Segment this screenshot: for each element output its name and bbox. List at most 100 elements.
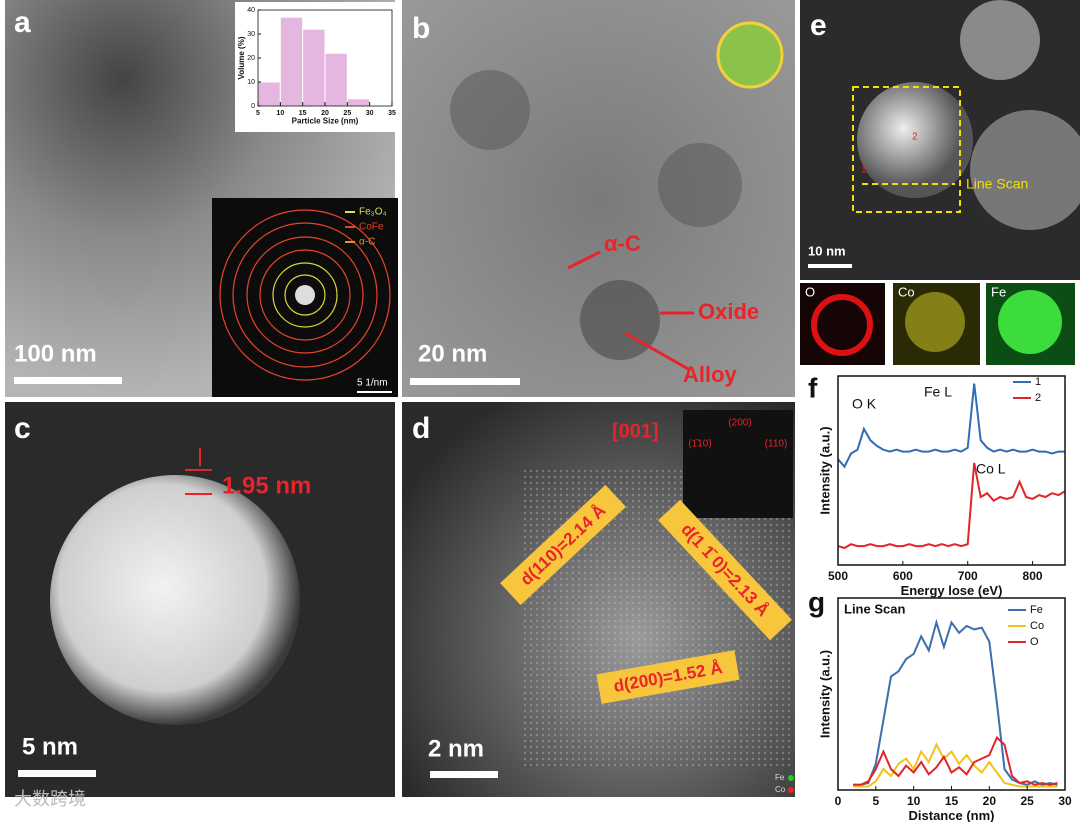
x-tick-label: 0 [835,794,842,808]
lattice [520,470,790,770]
y-tick-label: 30 [247,31,255,38]
map-label: Co [898,284,915,299]
series-line [837,383,1065,469]
panel-e: Line Scan 1 2 e 10 nm O Co Fe [800,0,1080,365]
annotation: [001] [612,420,659,442]
atom-dot [788,775,794,781]
bar [346,98,371,107]
saed-rings [219,209,391,381]
x-tick-label: 25 [1020,794,1034,808]
model-sphere [716,21,784,89]
annotation: Co L [976,461,1006,477]
arrows [567,250,694,372]
x-tick-label: 15 [945,794,959,808]
bar [324,52,348,107]
x-tick-label: 20 [983,794,997,808]
panel-c: c 1.95 nm 5 nm [5,402,395,797]
y-tick-label: 0 [251,103,255,110]
watermark: 大数跨境 [14,789,86,809]
annotation: 1.95 nm [222,472,311,499]
annotation: O K [852,396,877,412]
atom-dot [788,787,794,793]
particle [50,475,300,725]
legend-text: Fe [1030,604,1043,616]
legend-text: Co [1030,620,1044,632]
x-tick-label: 800 [1023,569,1043,583]
y-axis-label: Volume (%) [237,36,246,79]
map-label: Fe [991,284,1006,299]
particle [450,70,530,150]
scale-text: 5 nm [22,733,78,760]
point-label: 1 [861,165,867,176]
atom-legend: Fe [775,773,785,782]
x-tick-label: 5 [256,110,260,117]
legend-text: α-C [359,237,375,248]
x-tick-label: 15 [299,110,307,117]
x-axis-label: Particle Size (nm) [292,117,359,126]
legend-text: 1 [1035,376,1041,388]
x-tick-label: 10 [907,794,921,808]
fft-label: (1̄10) [688,439,711,450]
map-label: O [805,284,815,299]
x-tick-label: 30 [366,110,374,117]
scale-text: 20 nm [418,340,487,367]
x-tick-label: 5 [872,794,879,808]
atom-legend: Co [775,785,786,794]
panel-label: g [808,586,825,617]
map-signal [905,292,965,352]
scale-text: 10 nm [808,243,846,258]
legend-text: Fe₃O₄ [359,207,387,218]
annotation: Alloy [683,362,738,387]
x-tick-label: 35 [388,110,396,117]
panel-label: a [14,6,31,39]
x-tick-label: 25 [343,110,351,117]
particle [970,110,1080,230]
annotation: Oxide [698,299,759,324]
annotation: Fe L [924,384,952,400]
series-line [853,618,1058,786]
y-axis-label: Intensity (a.u.) [817,426,832,514]
x-axis-label: Energy lose (eV) [901,583,1003,598]
particle [857,82,973,198]
scale-bar [808,264,852,268]
y-tick-label: 20 [247,55,255,62]
legend-text: CoFe [359,222,384,233]
legend-text: 2 [1035,392,1041,404]
map-signal [811,294,873,356]
series-line [837,462,1066,550]
scale-text: 100 nm [14,340,97,367]
panel-b: b α-C Oxide Alloy 20 nm [402,0,795,397]
y-tick-label: 10 [247,79,255,86]
scan-box [852,86,961,213]
x-tick-label: 30 [1058,794,1072,808]
bar [279,16,304,107]
beam-spot [295,285,315,305]
y-axis-label: Intensity (a.u.) [817,650,832,738]
x-tick-label: 700 [958,569,978,583]
scale-text: 2 nm [428,735,484,762]
annotation: α-C [604,231,641,256]
chart-title: Line Scan [844,601,905,616]
fft-inset [683,410,793,518]
panel-label: c [14,412,31,445]
annotation: Line Scan [966,176,1028,192]
scale-bar [18,770,96,777]
x-axis-label: Distance (nm) [909,808,995,822]
scale-bar [410,378,520,385]
particle [960,0,1040,80]
series-line [853,735,1058,786]
particle [580,280,660,360]
fft-label: (200) [728,418,751,429]
panel-label: d [412,412,430,445]
bar [302,28,326,107]
map-signal [998,290,1062,354]
scale-bar [14,377,122,384]
point-label: 2 [912,132,918,143]
fft-label: (110) [765,439,788,450]
panel-label: e [810,9,827,42]
panel-label: f [808,372,818,403]
plot-frame [837,375,1066,566]
spacing-marker [185,448,212,495]
x-tick-label: 20 [321,110,329,117]
